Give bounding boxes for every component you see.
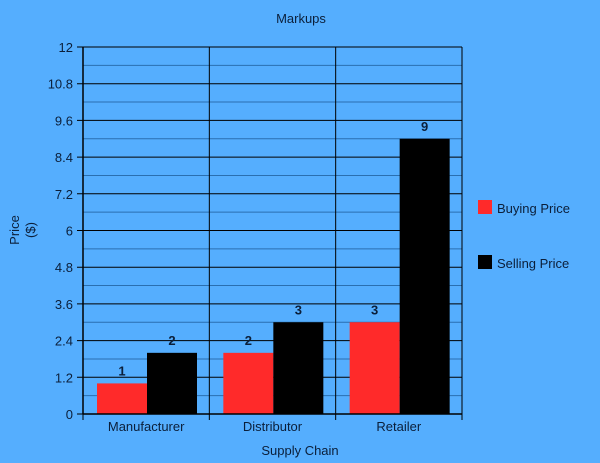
- legend-label: Buying Price: [497, 201, 570, 216]
- data-label: 2: [245, 333, 252, 348]
- data-label: 9: [421, 119, 428, 134]
- data-label: 1: [118, 363, 125, 378]
- data-label: 2: [168, 333, 175, 348]
- y-axis-title: Price: [7, 215, 22, 245]
- y-tick-label: 8.4: [55, 150, 73, 165]
- y-tick-label: 7.2: [55, 187, 73, 202]
- y-tick-label: 0: [66, 407, 73, 422]
- y-tick-label: 1.2: [55, 370, 73, 385]
- legend-label: Selling Price: [497, 256, 569, 271]
- bar-buying-price: [97, 383, 147, 414]
- x-tick-label: Retailer: [376, 419, 421, 434]
- bar-selling-price: [399, 138, 450, 414]
- data-label: 3: [371, 302, 378, 317]
- x-axis-title: Supply Chain: [261, 443, 338, 458]
- data-label: 3: [295, 302, 302, 317]
- y-tick-label: 6: [66, 224, 73, 239]
- bar-selling-price: [147, 352, 197, 414]
- bar-buying-price: [349, 322, 400, 414]
- y-tick-label: 4.8: [55, 260, 73, 275]
- y-tick-label: 10.8: [48, 77, 73, 92]
- y-tick-label: 2.4: [55, 334, 73, 349]
- y-tick-label: 9.6: [55, 113, 73, 128]
- legend-swatch: [478, 255, 492, 269]
- legend-swatch: [478, 200, 492, 214]
- x-tick-label: Manufacturer: [108, 419, 185, 434]
- x-tick-label: Distributor: [243, 419, 303, 434]
- chart-title: Markups: [276, 11, 326, 26]
- y-tick-label: 12: [59, 40, 73, 55]
- bar-buying-price: [223, 352, 274, 414]
- y-tick-label: 3.6: [55, 297, 73, 312]
- y-axis-title-unit: ($): [23, 222, 38, 238]
- bar-selling-price: [273, 322, 324, 414]
